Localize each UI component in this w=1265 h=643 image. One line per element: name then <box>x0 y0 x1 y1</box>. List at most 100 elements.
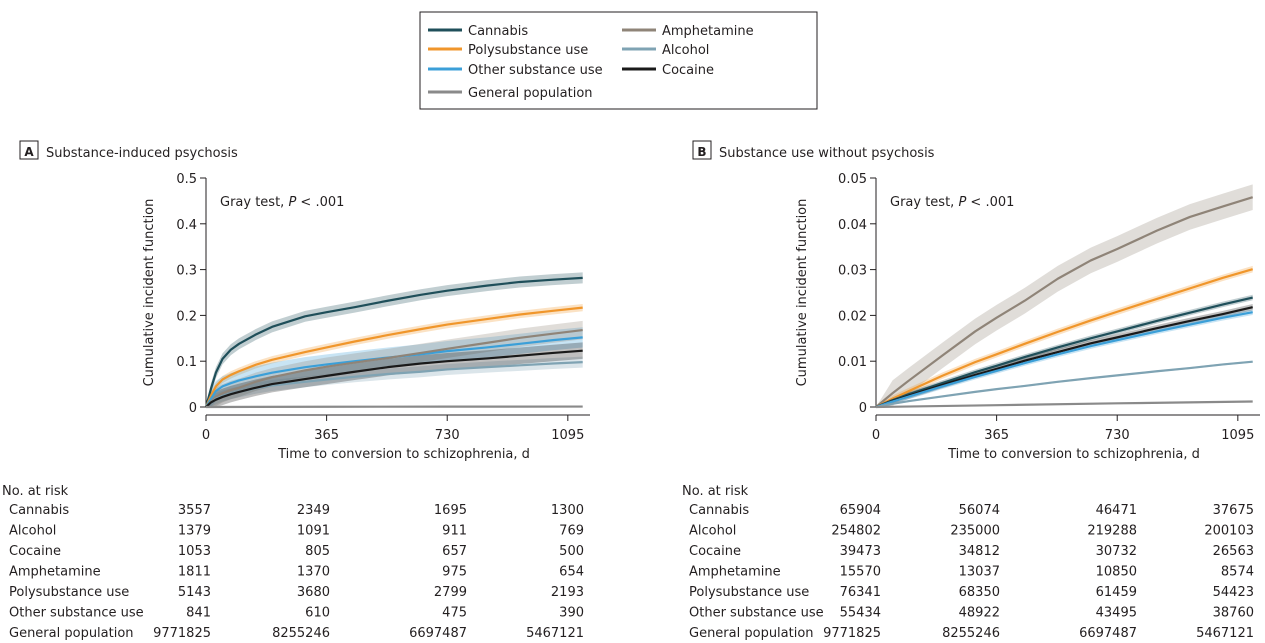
series-line-amphetamine <box>875 196 1254 408</box>
series-line-cannabis <box>204 276 583 408</box>
risk-cell: 68350 <box>959 585 1000 600</box>
y-tick-label: 0 <box>189 401 197 416</box>
risk-cell: 1370 <box>297 565 330 580</box>
x-axis-label: Time to conversion to schizophrenia, d <box>947 447 1200 462</box>
risk-cell: 6697487 <box>409 626 467 641</box>
risk-cell: 1379 <box>178 524 211 539</box>
risk-row-label: General population <box>689 626 814 641</box>
panel-title: Substance-induced psychosis <box>46 146 238 161</box>
y-tick-label: 0 <box>859 401 867 416</box>
panel-letter-box <box>19 140 39 160</box>
risk-row-label: Polysubstance use <box>9 585 129 600</box>
annotation-prefix: Gray test, <box>890 195 958 210</box>
risk-table-header: No. at risk <box>682 484 749 499</box>
legend-label-2: Other substance use <box>468 63 603 78</box>
y-tick-label: 0.01 <box>838 355 867 370</box>
risk-row-label: Cocaine <box>689 544 741 559</box>
legend-label-5: Alcohol <box>662 43 709 58</box>
x-tick-label: 1095 <box>551 428 584 443</box>
risk-cell: 55434 <box>840 606 881 621</box>
panel-A: A Substance-induced psychosis 0 0.1 0.2 0.3 0.… <box>2 140 590 641</box>
series-line-polysubstance-use <box>875 268 1254 408</box>
y-tick-label: 0.5 <box>176 172 197 187</box>
legend-label-6: Cocaine <box>662 63 714 78</box>
risk-cell: 13037 <box>959 565 1000 580</box>
risk-cell: 475 <box>442 606 467 621</box>
risk-cell: 235000 <box>950 524 1000 539</box>
risk-cell: 610 <box>305 606 330 621</box>
risk-row-label: Other substance use <box>689 606 824 621</box>
band-cocaine <box>876 303 1253 407</box>
x-tick-label: 0 <box>872 428 880 443</box>
risk-row-label: Amphetamine <box>9 565 101 580</box>
y-tick-label: 0.02 <box>838 309 867 324</box>
x-tick-label: 365 <box>314 428 339 443</box>
series-line-other-substance-use <box>875 311 1253 409</box>
risk-row-label: Polysubstance use <box>689 585 809 600</box>
risk-cell: 3680 <box>297 585 330 600</box>
risk-row-label: Other substance use <box>9 606 144 621</box>
risk-cell: 657 <box>442 544 467 559</box>
x-tick-label: 365 <box>984 428 1009 443</box>
x-axis-label: Time to conversion to schizophrenia, d <box>277 447 530 462</box>
risk-cell: 219288 <box>1087 524 1137 539</box>
risk-cell: 54423 <box>1213 585 1254 600</box>
risk-cell: 46471 <box>1096 503 1137 518</box>
risk-cell: 43495 <box>1096 606 1137 621</box>
panel-title: Substance use without psychosis <box>719 146 935 161</box>
risk-row-label: Cannabis <box>689 503 749 518</box>
risk-cell: 10850 <box>1096 565 1137 580</box>
y-tick-label: 0.1 <box>176 355 197 370</box>
x-tick-label: 730 <box>435 428 460 443</box>
risk-cell: 39473 <box>840 544 881 559</box>
y-tick-label: 0.03 <box>838 264 867 279</box>
risk-cell: 8255246 <box>272 626 330 641</box>
band-amphetamine <box>876 184 1253 407</box>
legend-box <box>419 11 818 110</box>
legend: Cannabis Polysubstance use Other substance… <box>419 11 818 110</box>
panel-B: B Substance use without psychosis 0 0.01 0.0… <box>682 140 1260 641</box>
annotation-prefix: Gray test, <box>220 195 288 210</box>
band-cannabis <box>876 294 1253 407</box>
risk-cell: 6697487 <box>1079 626 1137 641</box>
risk-cell: 911 <box>442 524 467 539</box>
risk-cell: 5467121 <box>526 626 584 641</box>
risk-cell: 34812 <box>959 544 1000 559</box>
risk-cell: 38760 <box>1213 606 1254 621</box>
risk-cell: 1811 <box>178 565 211 580</box>
series-line-polysubstance-use <box>204 306 583 408</box>
series-line-other-substance-use <box>205 336 583 408</box>
risk-row-label: Amphetamine <box>689 565 781 580</box>
risk-cell: 9771825 <box>823 626 881 641</box>
risk-cell: 56074 <box>959 503 1000 518</box>
risk-cell: 5467121 <box>1196 626 1254 641</box>
risk-cell: 9771825 <box>153 626 211 641</box>
annotation-p: P <box>958 195 966 210</box>
risk-cell: 975 <box>442 565 467 580</box>
y-tick-label: 0.05 <box>838 172 867 187</box>
risk-cell: 1300 <box>551 503 584 518</box>
risk-row-label: Alcohol <box>689 524 736 539</box>
risk-row-label: Cocaine <box>9 544 61 559</box>
panels: A Substance-induced psychosis 0 0.1 0.2 0.3 0.… <box>2 140 1260 641</box>
risk-cell: 26563 <box>1213 544 1254 559</box>
risk-cell: 37675 <box>1213 503 1254 518</box>
y-tick-label: 0.04 <box>838 218 867 233</box>
panel-letter: A <box>24 145 34 159</box>
risk-cell: 1695 <box>434 503 467 518</box>
risk-cell: 390 <box>559 606 584 621</box>
gray-test-annotation: Gray test, P < .001 <box>890 195 1014 210</box>
risk-cell: 65904 <box>840 503 881 518</box>
risk-cell: 2349 <box>297 503 330 518</box>
risk-cell: 1053 <box>178 544 211 559</box>
series-line-cannabis <box>875 296 1253 409</box>
series-line-amphetamine <box>205 328 583 408</box>
band-polysubstance-use <box>206 303 583 407</box>
risk-cell: 1091 <box>297 524 330 539</box>
risk-table: No. at risk Cannabis 3557 2349 1695 1300 Alcoh… <box>2 484 584 641</box>
annotation-p: P <box>288 195 296 210</box>
risk-cell: 654 <box>559 565 584 580</box>
panel-letter: B <box>697 145 706 159</box>
annotation-suffix: < .001 <box>296 195 344 210</box>
